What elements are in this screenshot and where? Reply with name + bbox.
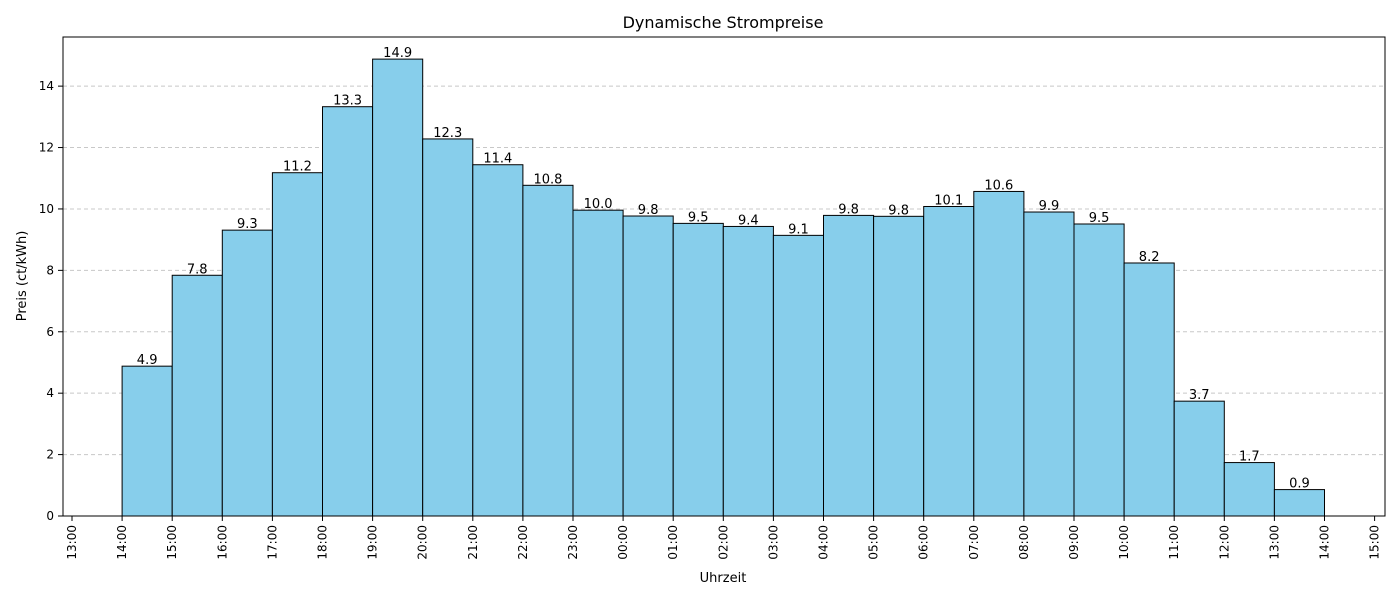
x-tick-label: 12:00	[1217, 525, 1231, 560]
x-tick-label: 07:00	[967, 525, 981, 560]
bar-value-label: 8.2	[1139, 250, 1160, 265]
bar-value-label: 9.8	[638, 203, 659, 218]
bar-value-label: 7.8	[187, 262, 208, 277]
bar-0800	[1023, 211, 1075, 517]
bar-0000	[622, 215, 674, 517]
x-tick-label: 14:00	[1318, 525, 1332, 560]
bar-value-label: 11.4	[483, 152, 512, 167]
bar-value-label: 4.9	[137, 353, 158, 368]
x-tick-label: 14:00	[115, 525, 129, 560]
bar-value-label: 12.3	[433, 126, 462, 141]
x-tick-label: 20:00	[416, 525, 430, 560]
bar-value-label: 9.5	[688, 210, 709, 225]
bar-value-label: 14.9	[383, 46, 412, 61]
y-axis-label: Preis (ct/kWh)	[15, 231, 30, 322]
x-tick-label: 21:00	[466, 525, 480, 560]
bar-0200	[722, 225, 774, 517]
x-tick-label: 15:00	[165, 525, 179, 560]
bar-0300	[772, 234, 825, 517]
x-tick-label: 17:00	[265, 525, 279, 560]
x-tick-label: 05:00	[867, 525, 881, 560]
bar-0400	[823, 214, 875, 517]
y-tick-label: 8	[46, 263, 54, 277]
x-tick-label: 16:00	[215, 525, 229, 560]
bar-value-label: 10.0	[584, 197, 613, 212]
bar-2300	[572, 209, 624, 517]
x-tick-label: 06:00	[917, 525, 931, 560]
bar-2200	[522, 184, 574, 517]
bar-value-label: 9.9	[1039, 199, 1060, 214]
bar-0500	[873, 215, 925, 517]
bar-1400	[121, 365, 173, 517]
y-tick-label: 12	[39, 141, 54, 155]
bar-1100	[1173, 400, 1225, 517]
y-tick-label: 10	[39, 202, 54, 216]
x-tick-label: 04:00	[817, 525, 831, 560]
y-tick-label: 4	[46, 386, 54, 400]
bar-1000	[1123, 262, 1175, 517]
x-tick-label: 15:00	[1368, 525, 1382, 560]
bar-1500	[171, 274, 223, 517]
bar-value-label: 9.3	[237, 217, 258, 232]
bar-1900	[372, 58, 424, 517]
bar-0700	[973, 190, 1025, 517]
x-axis-label: Uhrzeit	[700, 571, 747, 586]
bar-value-label: 10.8	[533, 172, 562, 187]
bar-1800	[322, 106, 374, 517]
y-tick-label: 14	[39, 79, 54, 93]
bar-0600	[923, 205, 975, 517]
bar-value-label: 10.1	[934, 193, 963, 208]
x-tick-label: 13:00	[65, 525, 79, 560]
x-tick-label: 08:00	[1017, 525, 1031, 560]
bar-0900	[1073, 223, 1125, 517]
x-tick-label: 02:00	[716, 525, 730, 560]
bar-value-label: 13.3	[333, 94, 362, 109]
x-tick-label: 01:00	[666, 525, 680, 560]
bar-value-label: 3.7	[1189, 388, 1210, 403]
y-tick-label: 2	[46, 448, 54, 462]
axes: 0 2 4 6 8 10 12 14 13:00 14:00 15:00 16:00 17:00 18:0…	[39, 36, 1386, 560]
bar-1600	[221, 229, 273, 517]
x-tick-label: 13:00	[1267, 525, 1281, 560]
bar-value-label: 9.4	[738, 213, 759, 228]
bar-0100	[672, 222, 724, 517]
bar-1200	[1223, 462, 1275, 517]
x-tick-label: 11:00	[1167, 525, 1181, 560]
bar-1700	[271, 172, 323, 517]
x-tick-label: 03:00	[766, 525, 780, 560]
bar-1300	[1273, 489, 1326, 517]
bar-value-label: 10.6	[984, 178, 1013, 193]
bars	[121, 58, 1326, 517]
y-tick-label: 6	[46, 325, 54, 339]
x-tick-label: 00:00	[616, 525, 630, 560]
x-tick-label: 09:00	[1067, 525, 1081, 560]
bar-value-label: 0.9	[1289, 477, 1310, 492]
bar-2100	[472, 164, 524, 517]
bar-value-label: 11.2	[283, 160, 312, 175]
bar-value-labels: 4.9 7.8 9.3 11.2 13.3 14.9 12.3 11.4 10.8 10.0 9.8…	[137, 46, 1310, 491]
x-tick-label: 22:00	[516, 525, 530, 560]
bar-2000	[422, 138, 474, 517]
bar-value-label: 9.5	[1089, 211, 1110, 226]
x-tick-label: 10:00	[1117, 525, 1131, 560]
x-tick-label: 18:00	[316, 525, 330, 560]
plot-frame	[62, 36, 1386, 517]
bar-value-label: 9.8	[838, 202, 859, 217]
y-tick-label: 0	[46, 509, 54, 523]
bar-value-label: 9.8	[888, 203, 909, 218]
bar-value-label: 1.7	[1239, 450, 1260, 465]
bar-value-label: 9.1	[788, 222, 809, 237]
chart-title: Dynamische Strompreise	[623, 13, 824, 32]
x-tick-label: 19:00	[366, 525, 380, 560]
x-tick-label: 23:00	[566, 525, 580, 560]
